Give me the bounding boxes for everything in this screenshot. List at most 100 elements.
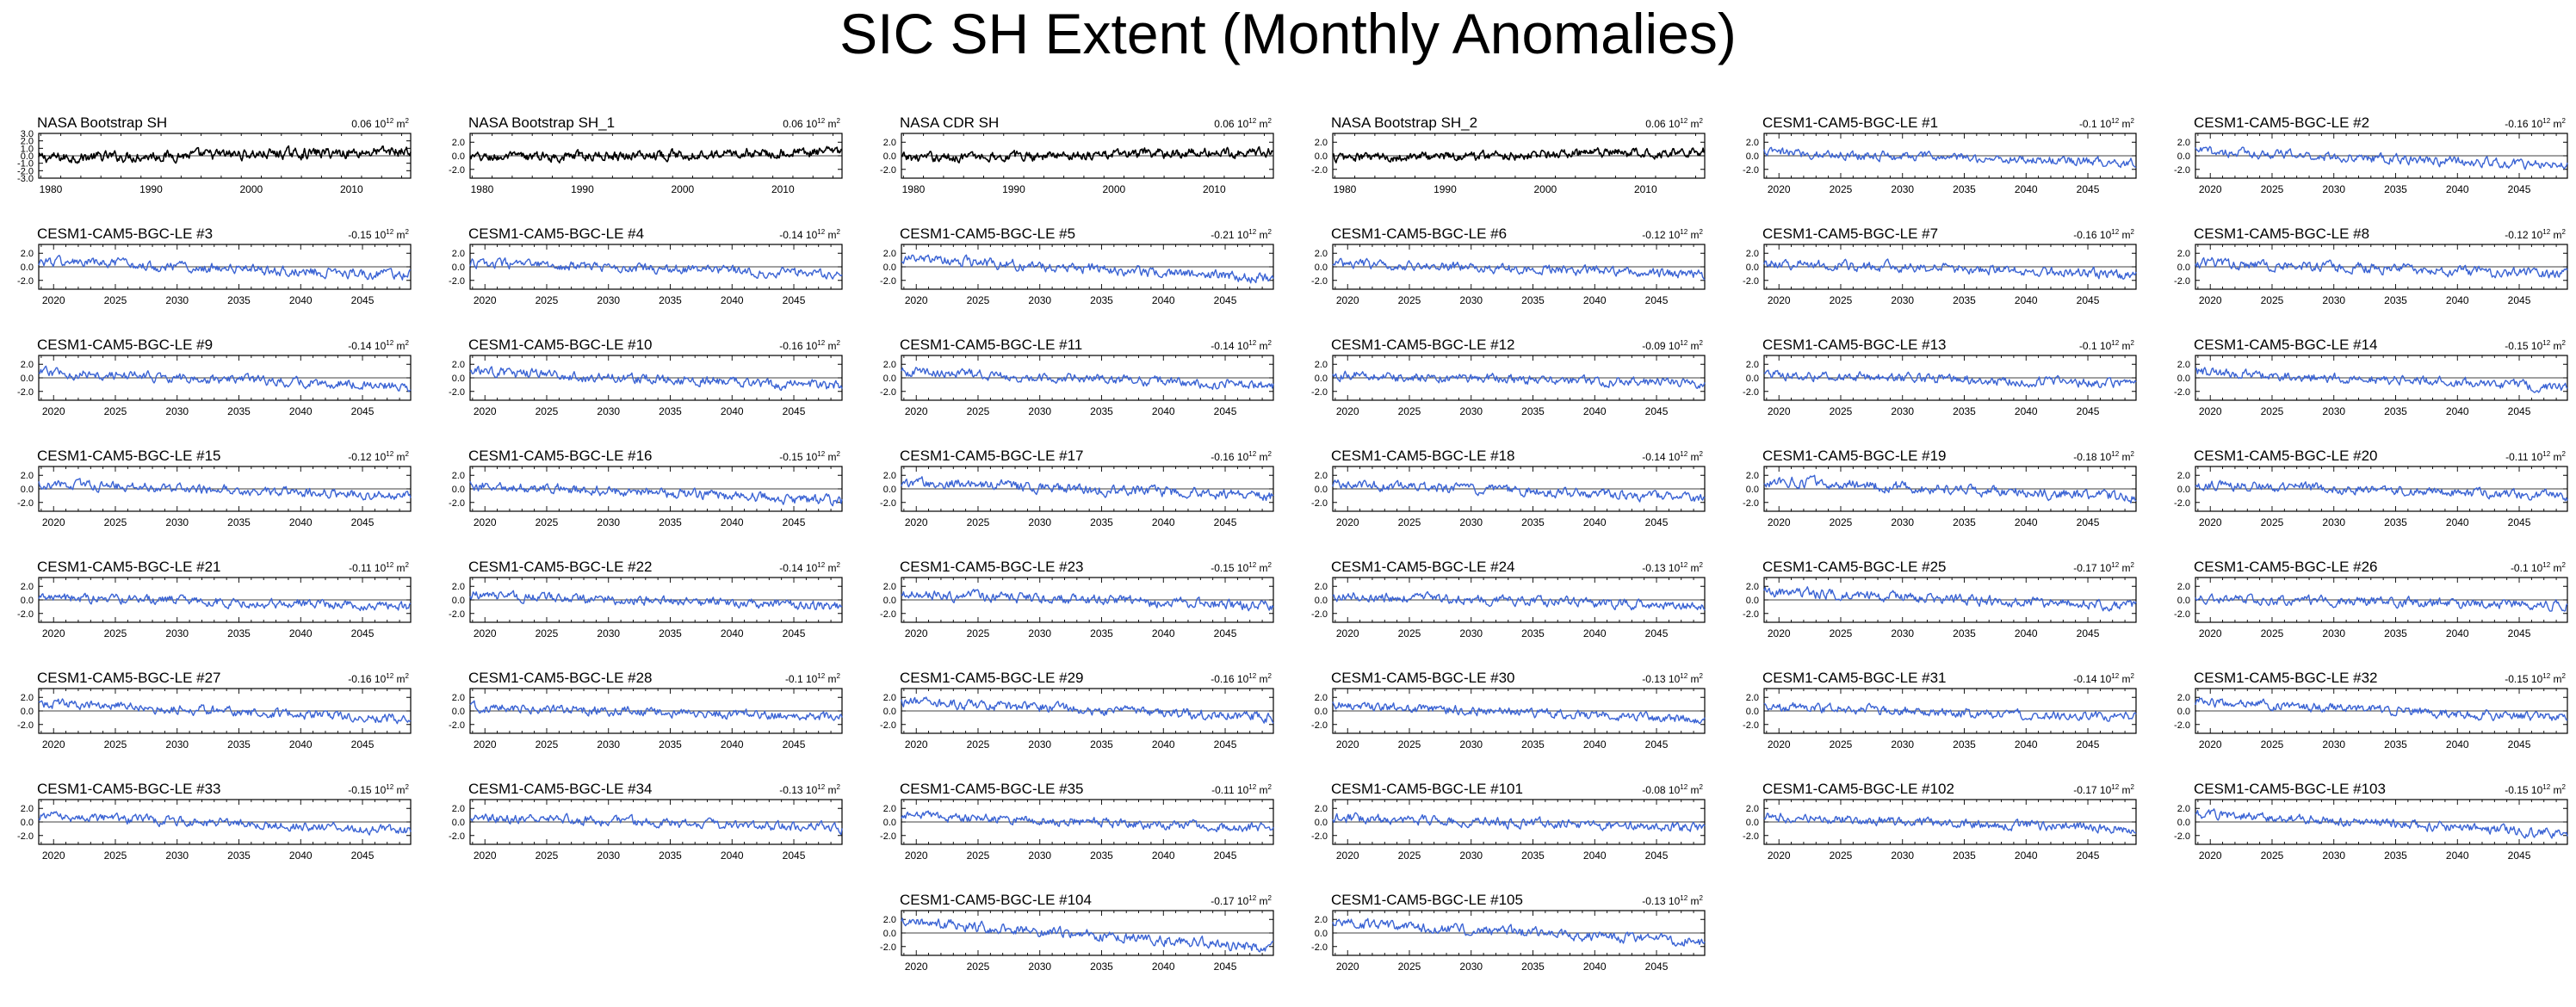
y-tick-label: 2.0	[1315, 582, 1328, 592]
chart-panel: CESM1-CAM5-BGC-LE #27 -0.16 1012 m2 2.0 0.0…	[17, 670, 412, 751]
x-tick-label: 2045	[1214, 405, 1237, 417]
x-tick-label: 2020	[474, 849, 497, 862]
x-tick-label: 2025	[1398, 849, 1421, 862]
x-tick-label: 2035	[1953, 183, 1976, 195]
x-tick-label: 1980	[40, 183, 63, 195]
panel-title: CESM1-CAM5-BGC-LE #8	[2194, 225, 2369, 242]
x-tick-label: 2035	[659, 738, 682, 751]
y-tick-label: 2.0	[1746, 360, 1759, 370]
x-tick-label: 2045	[2077, 738, 2100, 751]
y-tick-label: -2.0	[449, 498, 465, 509]
x-tick-label: 2030	[1459, 516, 1483, 528]
series-line	[469, 145, 843, 164]
panel-title: CESM1-CAM5-BGC-LE #10	[468, 337, 653, 353]
panel-title: CESM1-CAM5-BGC-LE #3	[37, 225, 213, 242]
y-tick-label: -2.0	[1311, 609, 1328, 620]
panel-title: CESM1-CAM5-BGC-LE #23	[900, 559, 1084, 575]
series-line	[38, 145, 412, 164]
x-tick-label: 2030	[1459, 405, 1483, 417]
x-tick-label: 2030	[1459, 849, 1483, 862]
x-tick-label: 2025	[2261, 849, 2284, 862]
trend-label: -0.17 1012 m2	[2073, 783, 2134, 796]
x-tick-label: 2025	[104, 516, 127, 528]
y-tick-label: 2.0	[2177, 138, 2190, 148]
trend-label: -0.15 1012 m2	[348, 783, 409, 796]
x-tick-label: 2035	[1521, 738, 1545, 751]
x-tick-label: 2035	[1521, 627, 1545, 639]
x-tick-label: 2020	[2199, 405, 2222, 417]
x-tick-label: 2035	[659, 405, 682, 417]
panel-title: CESM1-CAM5-BGC-LE #12	[1331, 337, 1515, 353]
chart-panel: CESM1-CAM5-BGC-LE #101 -0.08 1012 m2 2.0 0.…	[1311, 781, 1706, 862]
chart-panel: CESM1-CAM5-BGC-LE #3 -0.15 1012 m2 2.0 0.0 -…	[17, 225, 412, 306]
series-line	[901, 476, 1274, 502]
chart-panel: NASA Bootstrap SH_1 0.06 1012 m2 2.0 0.0 -2.…	[449, 114, 843, 195]
x-tick-label: 2035	[659, 849, 682, 862]
x-tick-label: 2035	[1090, 849, 1113, 862]
y-tick-label: 2.0	[1746, 693, 1759, 703]
x-tick-label: 2040	[721, 627, 744, 639]
x-tick-label: 2025	[536, 738, 559, 751]
x-tick-label: 2025	[2261, 294, 2284, 306]
trend-label: -0.11 1012 m2	[349, 561, 409, 574]
trend-label: -0.12 1012 m2	[2505, 228, 2566, 241]
x-tick-label: 2035	[227, 294, 251, 306]
chart-panel: CESM1-CAM5-BGC-LE #35 -0.11 1012 m2 2.0 0.0…	[880, 781, 1274, 862]
y-tick-label: 2.0	[883, 471, 896, 481]
x-tick-label: 2025	[104, 849, 127, 862]
x-tick-label: 2000	[1103, 183, 1126, 195]
x-tick-label: 2025	[536, 294, 559, 306]
y-tick-label: -2.0	[17, 498, 34, 509]
x-tick-label: 2040	[289, 738, 313, 751]
x-tick-label: 2045	[2508, 627, 2531, 639]
trend-label: 0.06 1012 m2	[351, 117, 409, 130]
series-line	[1332, 701, 1706, 725]
x-tick-label: 2020	[2199, 183, 2222, 195]
chart-panel: CESM1-CAM5-BGC-LE #26 -0.1 1012 m2 2.0 0.0 -…	[2174, 559, 2568, 639]
chart-panel: NASA Bootstrap SH 0.06 1012 m2 3.02.01.00.…	[17, 114, 412, 195]
x-tick-label: 2045	[2508, 183, 2531, 195]
panel-title: CESM1-CAM5-BGC-LE #34	[468, 781, 653, 797]
x-tick-label: 2020	[2199, 849, 2222, 862]
trend-label: -0.15 1012 m2	[2505, 783, 2566, 796]
x-tick-label: 2040	[2446, 294, 2469, 306]
panel-title: CESM1-CAM5-BGC-LE #30	[1331, 670, 1515, 686]
x-tick-label: 2035	[1521, 849, 1545, 862]
x-tick-label: 2035	[1953, 627, 1976, 639]
chart-panel: CESM1-CAM5-BGC-LE #33 -0.15 1012 m2 2.0 0.0…	[17, 781, 412, 862]
y-tick-label: 0.0	[883, 374, 896, 384]
panel-title: CESM1-CAM5-BGC-LE #35	[900, 781, 1084, 797]
x-tick-label: 2035	[2384, 405, 2407, 417]
x-tick-label: 2035	[1953, 738, 1976, 751]
x-tick-label: 2035	[2384, 516, 2407, 528]
x-tick-label: 2040	[2015, 294, 2038, 306]
y-tick-label: 0.0	[2177, 151, 2190, 162]
x-tick-label: 2020	[474, 405, 497, 417]
series-line	[2195, 367, 2568, 393]
x-tick-label: 2040	[1583, 738, 1607, 751]
y-tick-label: 2.0	[883, 693, 896, 703]
x-tick-label: 2025	[2261, 627, 2284, 639]
y-tick-label: -2.0	[449, 720, 465, 731]
x-tick-label: 2025	[1398, 627, 1421, 639]
panel-title: NASA CDR SH	[900, 114, 999, 131]
y-tick-label: 2.0	[1746, 804, 1759, 814]
y-tick-label: 2.0	[452, 582, 465, 592]
x-tick-label: 2030	[1891, 294, 1914, 306]
x-tick-label: 2030	[2322, 738, 2345, 751]
series-line	[1332, 370, 1706, 389]
x-tick-label: 2020	[1768, 738, 1791, 751]
x-tick-label: 2040	[289, 294, 313, 306]
y-tick-label: 2.0	[2177, 471, 2190, 481]
x-tick-label: 1990	[571, 183, 594, 195]
x-tick-label: 2030	[1028, 849, 1051, 862]
x-tick-label: 2020	[1768, 849, 1791, 862]
y-tick-label: 2.0	[883, 582, 896, 592]
x-tick-label: 2045	[351, 405, 375, 417]
x-tick-label: 2020	[2199, 627, 2222, 639]
x-tick-label: 1980	[1334, 183, 1357, 195]
panel-title: CESM1-CAM5-BGC-LE #26	[2194, 559, 2378, 575]
chart-panel: CESM1-CAM5-BGC-LE #105 -0.13 1012 m2 2.0 0.…	[1311, 892, 1706, 973]
x-tick-label: 2045	[1645, 405, 1669, 417]
series-line	[1332, 590, 1706, 611]
